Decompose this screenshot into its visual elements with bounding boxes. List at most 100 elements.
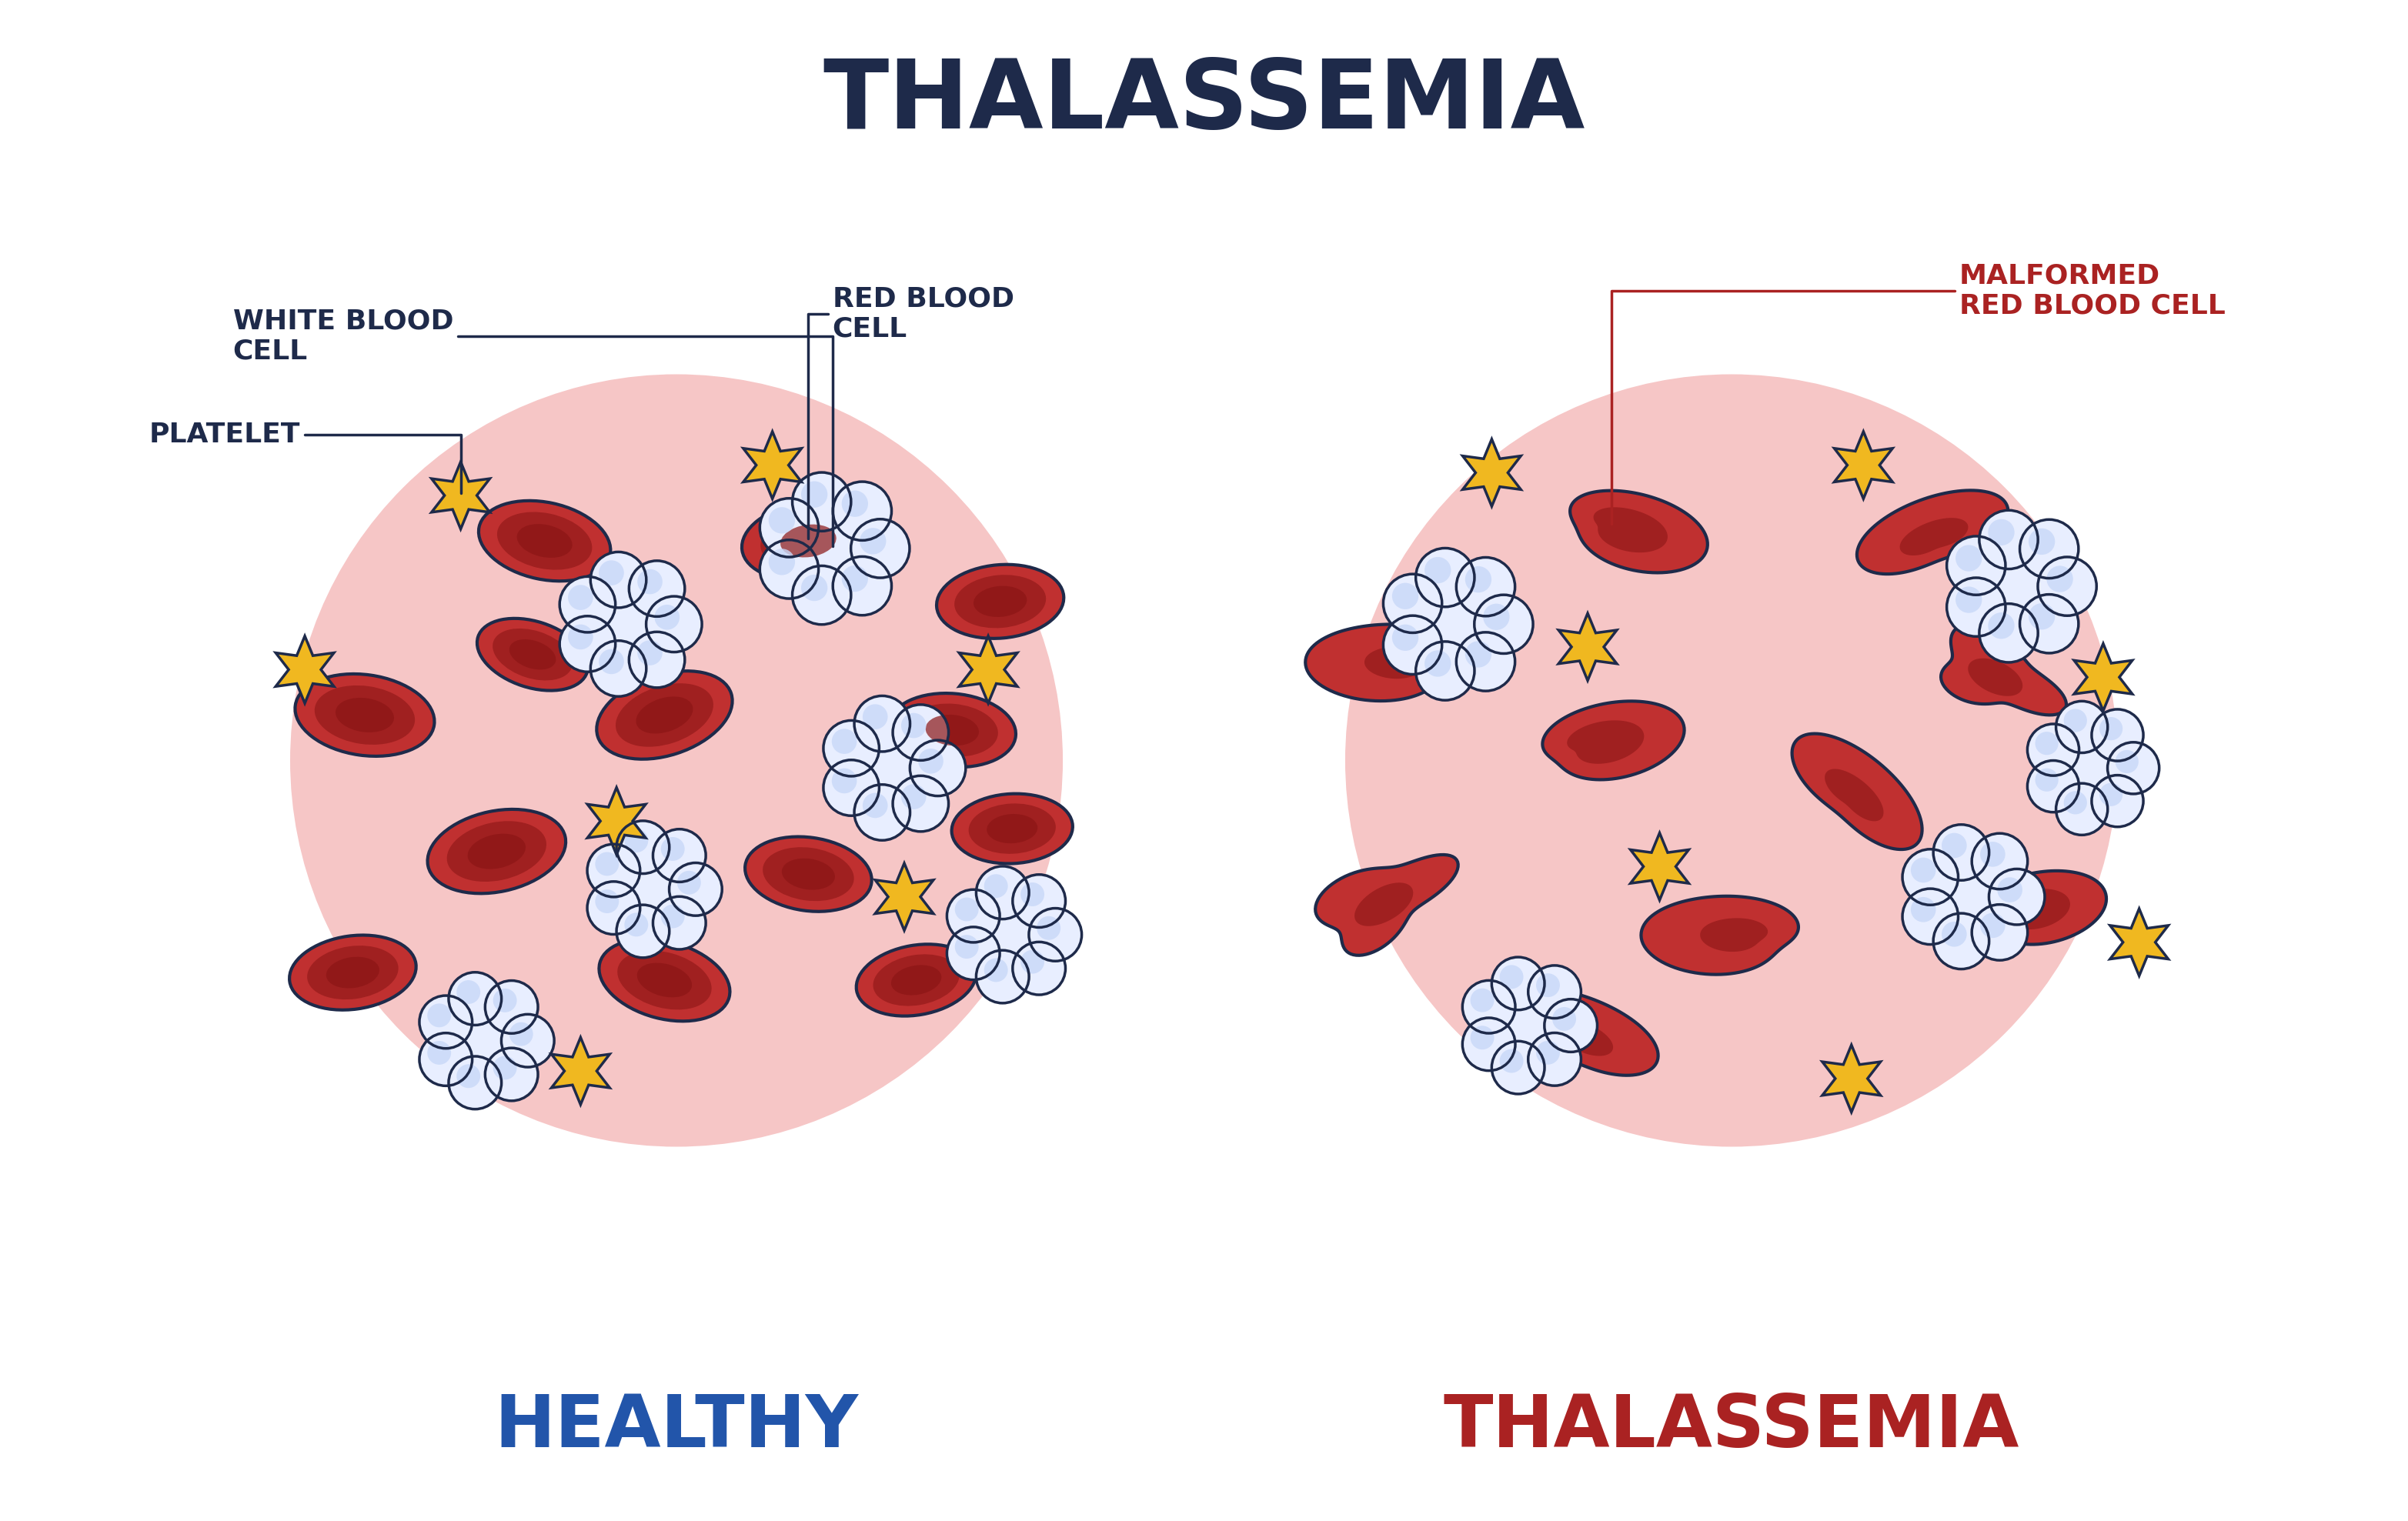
- Circle shape: [1498, 996, 1558, 1054]
- Ellipse shape: [638, 963, 691, 998]
- Circle shape: [2114, 750, 2138, 773]
- Circle shape: [458, 980, 479, 1004]
- Circle shape: [2035, 768, 2059, 791]
- Circle shape: [761, 499, 819, 557]
- Circle shape: [982, 905, 1040, 964]
- Polygon shape: [1500, 989, 1659, 1075]
- Circle shape: [975, 867, 1028, 919]
- Circle shape: [1423, 592, 1488, 657]
- Circle shape: [419, 996, 472, 1048]
- Circle shape: [862, 792, 889, 818]
- Ellipse shape: [925, 715, 980, 745]
- Circle shape: [901, 785, 927, 809]
- Ellipse shape: [889, 694, 1016, 767]
- Circle shape: [455, 1011, 513, 1069]
- Ellipse shape: [477, 619, 588, 691]
- Polygon shape: [2001, 888, 2071, 929]
- Circle shape: [1471, 1025, 1493, 1049]
- Ellipse shape: [289, 935, 417, 1010]
- Polygon shape: [2073, 643, 2133, 710]
- Ellipse shape: [616, 683, 713, 747]
- Circle shape: [768, 506, 795, 534]
- Circle shape: [2035, 732, 2059, 754]
- Circle shape: [1491, 1042, 1544, 1094]
- Circle shape: [975, 951, 1028, 1004]
- Circle shape: [824, 721, 879, 776]
- Circle shape: [850, 519, 910, 578]
- Circle shape: [917, 748, 944, 774]
- Circle shape: [862, 704, 889, 729]
- Circle shape: [2056, 701, 2107, 753]
- Circle shape: [2020, 595, 2078, 653]
- Circle shape: [1941, 865, 2001, 928]
- Circle shape: [1483, 604, 1510, 630]
- Circle shape: [831, 729, 857, 754]
- Polygon shape: [1941, 624, 2066, 715]
- Circle shape: [1544, 999, 1597, 1053]
- Polygon shape: [1900, 517, 1967, 555]
- Circle shape: [597, 593, 660, 656]
- Ellipse shape: [494, 628, 573, 680]
- Circle shape: [1529, 1033, 1582, 1086]
- Polygon shape: [431, 462, 489, 529]
- Circle shape: [660, 837, 684, 861]
- Circle shape: [802, 481, 828, 508]
- Circle shape: [655, 605, 679, 630]
- Circle shape: [985, 875, 1009, 897]
- Circle shape: [2064, 791, 2088, 814]
- Circle shape: [824, 760, 879, 815]
- Polygon shape: [1642, 896, 1799, 975]
- Circle shape: [1902, 888, 1958, 945]
- Circle shape: [1014, 875, 1064, 928]
- Circle shape: [1902, 849, 1958, 905]
- Ellipse shape: [857, 945, 975, 1016]
- Polygon shape: [1857, 490, 2008, 573]
- Circle shape: [833, 557, 891, 616]
- Ellipse shape: [600, 938, 730, 1021]
- Circle shape: [2028, 760, 2078, 812]
- Circle shape: [638, 640, 662, 665]
- Circle shape: [1471, 989, 1493, 1011]
- Ellipse shape: [597, 671, 732, 759]
- Polygon shape: [1541, 1016, 1613, 1056]
- Ellipse shape: [448, 821, 547, 882]
- Circle shape: [1382, 573, 1442, 633]
- Circle shape: [624, 861, 681, 919]
- Circle shape: [2037, 557, 2097, 616]
- Circle shape: [616, 905, 669, 958]
- Circle shape: [2107, 742, 2160, 794]
- Polygon shape: [1835, 432, 1893, 499]
- Ellipse shape: [987, 814, 1038, 843]
- Circle shape: [2100, 716, 2124, 741]
- Circle shape: [1464, 566, 1491, 593]
- Circle shape: [946, 890, 999, 943]
- Polygon shape: [1570, 491, 1707, 573]
- Circle shape: [1989, 613, 2015, 639]
- Circle shape: [1416, 642, 1474, 700]
- Ellipse shape: [479, 500, 612, 581]
- Polygon shape: [1558, 613, 1616, 680]
- Circle shape: [1491, 957, 1544, 1010]
- Polygon shape: [1700, 919, 1767, 952]
- Circle shape: [1989, 868, 2044, 925]
- Polygon shape: [1825, 770, 1883, 821]
- Circle shape: [559, 576, 616, 633]
- Circle shape: [1955, 545, 1982, 572]
- Circle shape: [1553, 1007, 1577, 1031]
- Ellipse shape: [518, 525, 573, 558]
- Circle shape: [628, 561, 684, 616]
- Circle shape: [1934, 913, 1989, 969]
- Circle shape: [1021, 951, 1045, 973]
- Circle shape: [638, 569, 662, 595]
- Circle shape: [419, 1033, 472, 1086]
- Polygon shape: [1792, 733, 1922, 849]
- Circle shape: [1346, 374, 2119, 1147]
- Polygon shape: [1462, 440, 1522, 506]
- Circle shape: [653, 896, 706, 949]
- Polygon shape: [588, 788, 645, 855]
- Circle shape: [559, 616, 616, 672]
- Ellipse shape: [780, 525, 836, 557]
- Circle shape: [1946, 578, 2006, 636]
- Circle shape: [2056, 783, 2107, 835]
- Circle shape: [426, 1004, 450, 1027]
